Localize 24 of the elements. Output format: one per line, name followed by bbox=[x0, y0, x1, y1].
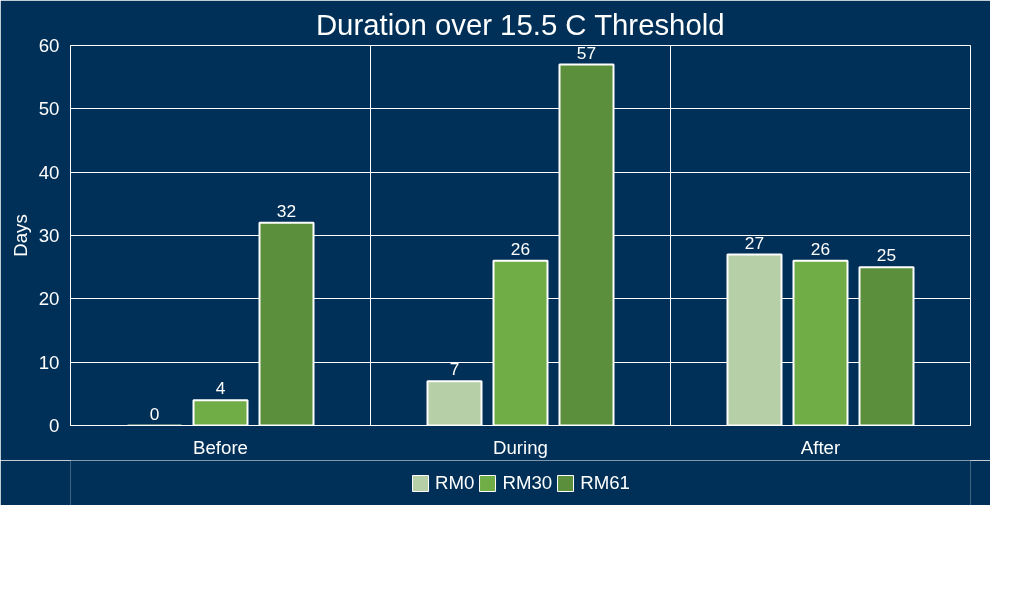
data-label: 57 bbox=[576, 42, 597, 63]
y-tick-label: 50 bbox=[38, 98, 60, 120]
legend-label: RM61 bbox=[580, 471, 630, 494]
data-label: 32 bbox=[276, 200, 297, 221]
y-axis-title: Days bbox=[9, 214, 31, 257]
legend-label: RM0 bbox=[435, 471, 475, 494]
data-label: 25 bbox=[876, 245, 897, 266]
x-tick-label: During bbox=[493, 436, 548, 458]
y-tick-label: 40 bbox=[38, 161, 60, 183]
data-label: 7 bbox=[449, 359, 460, 380]
data-label: 4 bbox=[215, 378, 226, 399]
data-label: 0 bbox=[149, 403, 160, 424]
y-tick-label: 10 bbox=[38, 351, 60, 373]
data-label: 26 bbox=[810, 238, 831, 259]
chart-title: Duration over 15.5 C Threshold bbox=[315, 7, 725, 41]
data-label: 26 bbox=[510, 238, 531, 259]
x-tick-label: After bbox=[800, 436, 841, 458]
y-tick-label: 20 bbox=[38, 288, 60, 310]
legend-label: RM30 bbox=[502, 471, 553, 494]
y-tick-label: 60 bbox=[38, 35, 60, 56]
x-tick-label: Before bbox=[193, 436, 248, 458]
y-tick-label: 0 bbox=[49, 415, 60, 436]
data-label: 27 bbox=[744, 232, 765, 253]
y-tick-label: 30 bbox=[38, 225, 60, 246]
